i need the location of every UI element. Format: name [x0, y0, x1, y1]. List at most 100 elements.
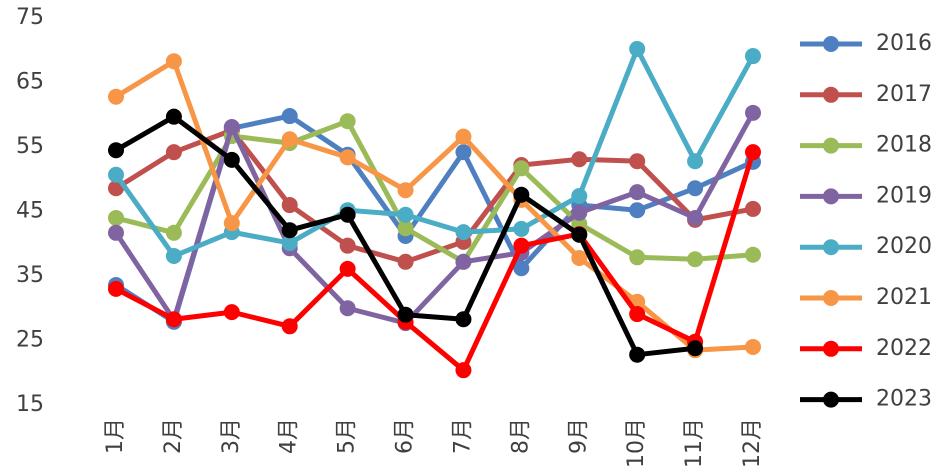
point	[165, 248, 182, 265]
point	[397, 306, 414, 323]
legend-marker	[823, 391, 839, 408]
x-tick-label: 10月	[624, 418, 649, 468]
point	[687, 153, 704, 170]
point	[687, 180, 704, 197]
legend-marker	[823, 86, 839, 103]
point	[687, 251, 704, 268]
point	[339, 260, 356, 277]
point	[165, 108, 182, 125]
point	[339, 113, 356, 130]
point	[108, 224, 124, 241]
legend-marker	[823, 188, 839, 205]
legend-label: 2023	[876, 387, 932, 412]
point	[281, 222, 298, 239]
legend-label: 2017	[876, 82, 932, 107]
x-tick-label: 11月	[682, 418, 707, 468]
x-tick-label: 8月	[508, 418, 533, 454]
point	[339, 237, 356, 254]
point	[455, 362, 472, 379]
point	[629, 202, 646, 219]
series-line	[114, 58, 754, 353]
series-line	[113, 111, 756, 326]
point	[571, 204, 588, 221]
point	[223, 215, 240, 232]
legend-marker	[823, 36, 839, 52]
point	[108, 166, 124, 183]
x-tick-label: 1月	[103, 418, 128, 454]
series-line	[114, 127, 754, 265]
point	[223, 151, 240, 168]
point	[455, 144, 472, 161]
point	[397, 182, 414, 199]
legend-label: 2019	[876, 183, 932, 208]
point	[281, 131, 298, 148]
y-tick-label: 55	[16, 134, 44, 159]
x-tick-label: 2月	[161, 418, 186, 454]
legend-marker	[823, 340, 839, 357]
point	[455, 224, 472, 241]
point	[745, 144, 761, 161]
point	[455, 128, 472, 145]
point	[339, 149, 356, 166]
point	[397, 220, 414, 237]
y-tick-label: 25	[16, 328, 44, 353]
legend-marker	[823, 137, 839, 154]
point	[281, 235, 298, 252]
point	[629, 306, 646, 323]
point	[108, 209, 124, 226]
point	[745, 104, 761, 121]
point	[165, 224, 182, 241]
x-tick-label: 7月	[450, 418, 475, 454]
x-tick-label: 12月	[740, 418, 765, 468]
point	[281, 318, 298, 335]
point	[687, 209, 704, 226]
point	[629, 153, 646, 170]
y-tick-label: 15	[16, 392, 44, 417]
point	[629, 346, 646, 363]
point	[339, 206, 356, 223]
point	[687, 340, 704, 357]
point	[223, 304, 240, 321]
x-tick-label: 9月	[566, 418, 591, 454]
point	[571, 188, 588, 205]
x-tick-label: 4月	[277, 418, 302, 454]
legend-label: 2022	[876, 336, 932, 361]
point	[165, 144, 182, 161]
point	[108, 280, 124, 297]
point	[108, 142, 124, 159]
point	[629, 184, 646, 201]
y-tick-label: 45	[16, 199, 44, 224]
point	[223, 119, 240, 136]
legend-label: 2020	[876, 234, 932, 259]
point	[513, 220, 530, 237]
point	[513, 237, 530, 254]
legend-marker	[823, 290, 839, 306]
point	[745, 48, 761, 65]
point	[165, 311, 182, 328]
series-line	[114, 151, 756, 373]
y-tick-label: 75	[16, 5, 44, 30]
point	[571, 151, 588, 168]
point	[745, 338, 761, 355]
point	[397, 253, 414, 270]
legend-label: 2018	[876, 133, 932, 158]
legend-label: 2016	[876, 31, 932, 56]
point	[629, 40, 646, 57]
point	[745, 200, 761, 217]
point	[629, 249, 646, 266]
legend-label: 2021	[876, 285, 932, 310]
point	[339, 300, 356, 317]
point	[281, 108, 298, 125]
x-tick-label: 6月	[393, 418, 418, 454]
point	[281, 197, 298, 214]
point	[513, 186, 530, 203]
point	[513, 160, 530, 177]
point	[397, 206, 414, 223]
x-tick-label: 5月	[335, 418, 360, 454]
y-tick-label: 65	[16, 70, 44, 95]
point	[108, 88, 124, 105]
x-tick-label: 3月	[219, 418, 244, 454]
y-tick-label: 35	[16, 263, 44, 288]
point	[513, 260, 530, 277]
